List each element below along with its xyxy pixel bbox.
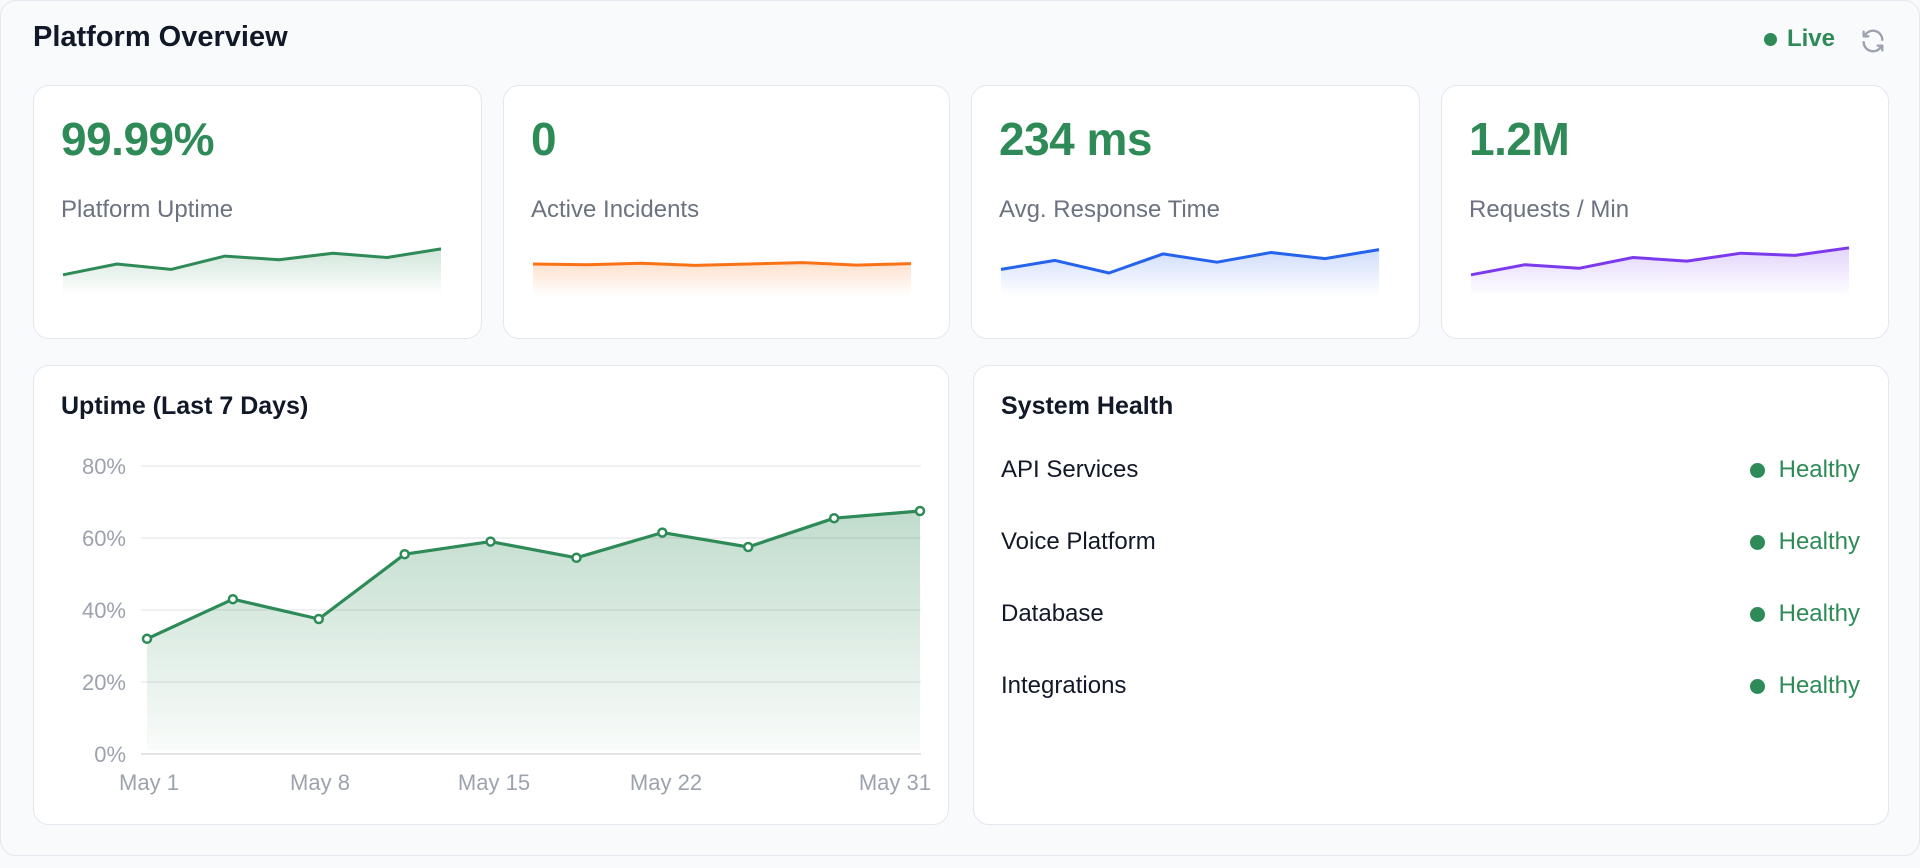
y-tick-label: 60% [82,526,126,551]
health-status: Healthy [1749,456,1860,484]
health-service-name: Voice Platform [1001,528,1156,555]
sparkline-line [532,261,912,267]
kpi-label: Active Incidents [531,196,700,223]
y-tick-label: 40% [82,598,126,623]
sparkline-response-time [1000,248,1380,296]
y-tick-label: 20% [82,670,126,695]
data-point [399,548,410,560]
data-point [571,552,582,564]
y-tick-label: 80% [82,454,126,479]
health-service-name: API Services [1001,456,1139,483]
data-point [485,536,496,547]
x-tick-label: May 1 [119,770,179,795]
kpi-value: 99.99% [61,113,215,165]
sparkline-requests [1470,246,1850,296]
kpi-value: 1.2M [1469,113,1570,165]
sparkline-uptime [62,247,442,296]
health-service-name: Database [1001,600,1104,627]
system-health-title: System Health [1001,392,1174,420]
system-health-card: System Health API Services Healthy Voice… [973,365,1889,825]
health-row-integrations: Integrations Healthy [1001,666,1860,706]
health-status: Healthy [1749,672,1860,700]
kpi-value: 0 [531,113,557,165]
data-point [227,593,239,605]
kpi-label: Platform Uptime [61,196,234,223]
health-status-label: Healthy [1778,600,1860,627]
status-dot-icon [1749,678,1765,694]
health-status-label: Healthy [1778,528,1860,555]
health-row-api-services: API Services Healthy [1001,450,1860,490]
health-service-name: Integrations [1001,672,1127,699]
live-dot-icon [1763,32,1777,46]
status-dot-icon [1749,606,1765,622]
kpi-card-incidents: 0 Active Incidents [503,85,950,339]
uptime-line [146,509,921,641]
live-label: Live [1786,25,1835,52]
sparkline-area [1001,249,1379,296]
health-row-database: Database Healthy [1001,594,1860,634]
health-status: Healthy [1749,528,1860,556]
x-tick-label: May 15 [458,770,530,795]
sparkline-area [1471,247,1849,296]
sparkline-line [1000,248,1380,275]
status-dot-icon [1749,534,1765,550]
data-point [657,527,668,538]
data-point [828,512,840,524]
kpi-label: Requests / Min [1469,196,1630,223]
kpi-card-uptime: 99.99% Platform Uptime [33,85,482,339]
sparkline-area [63,248,441,296]
x-tick-label: May 31 [859,770,931,795]
sparkline-line [1470,246,1850,277]
kpi-label: Avg. Response Time [999,196,1221,223]
uptime-area [147,511,920,750]
refresh-icon [1862,29,1884,53]
y-tick-label: 0% [94,742,126,767]
live-indicator: Live [1763,25,1835,53]
data-point [742,541,754,553]
page-title: Platform Overview [33,21,288,53]
refresh-button[interactable] [1857,25,1889,57]
sparkline-incidents [532,261,912,296]
data-point [141,633,153,645]
status-dot-icon [1749,462,1765,478]
sparkline-area [533,262,911,296]
kpi-card-requests: 1.2M Requests / Min [1441,85,1889,339]
x-tick-label: May 22 [630,770,702,795]
health-status-label: Healthy [1778,456,1860,483]
uptime-chart-title: Uptime (Last 7 Days) [61,392,309,420]
health-row-voice-platform: Voice Platform Healthy [1001,522,1860,562]
health-status: Healthy [1749,600,1860,628]
sparkline-line [62,247,442,277]
data-point [313,613,325,625]
health-status-label: Healthy [1778,672,1860,699]
kpi-value: 234 ms [999,113,1153,165]
uptime-chart: 80% 60% 40% 20% 0% May 1 May 8 May 15 May 22 May … [82,454,931,795]
x-tick-label: May 8 [290,770,350,795]
kpi-card-response-time: 234 ms Avg. Response Time [971,85,1420,339]
uptime-chart-card: Uptime (Last 7 Days) 80% 60% 40% 20% 0% May 1… [33,365,949,825]
data-point [914,505,926,517]
